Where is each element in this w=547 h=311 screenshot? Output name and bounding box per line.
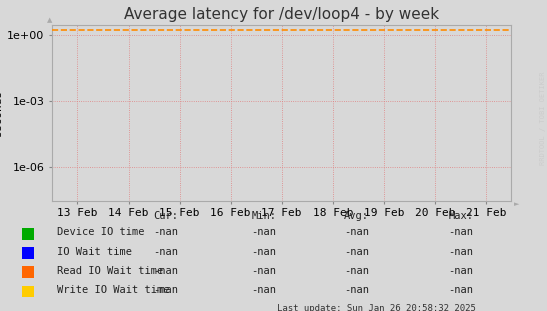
Text: ►: ► xyxy=(514,201,520,207)
Text: -nan: -nan xyxy=(251,227,276,237)
Text: -nan: -nan xyxy=(153,247,178,257)
Text: -nan: -nan xyxy=(153,227,178,237)
Text: -nan: -nan xyxy=(344,285,369,295)
Text: -nan: -nan xyxy=(251,247,276,257)
Text: Last update: Sun Jan 26 20:58:32 2025: Last update: Sun Jan 26 20:58:32 2025 xyxy=(277,304,476,311)
Text: Min:: Min: xyxy=(251,211,276,221)
Text: -nan: -nan xyxy=(448,266,473,276)
Text: -nan: -nan xyxy=(344,266,369,276)
Text: RRDTOOL / TOBI OETIKER: RRDTOOL / TOBI OETIKER xyxy=(540,72,546,165)
Text: -nan: -nan xyxy=(448,285,473,295)
Text: Cur:: Cur: xyxy=(153,211,178,221)
Text: Read IO Wait time: Read IO Wait time xyxy=(57,266,164,276)
Text: -nan: -nan xyxy=(153,266,178,276)
Text: Avg:: Avg: xyxy=(344,211,369,221)
Text: -nan: -nan xyxy=(344,227,369,237)
Text: ▲: ▲ xyxy=(46,17,52,23)
Text: -nan: -nan xyxy=(448,227,473,237)
Text: Write IO Wait time: Write IO Wait time xyxy=(57,285,170,295)
Text: IO Wait time: IO Wait time xyxy=(57,247,132,257)
Text: Device IO time: Device IO time xyxy=(57,227,145,237)
Text: -nan: -nan xyxy=(153,285,178,295)
Text: -nan: -nan xyxy=(448,247,473,257)
Text: -nan: -nan xyxy=(251,285,276,295)
Text: -nan: -nan xyxy=(344,247,369,257)
Text: -nan: -nan xyxy=(251,266,276,276)
Y-axis label: seconds: seconds xyxy=(0,89,3,136)
Title: Average latency for /dev/loop4 - by week: Average latency for /dev/loop4 - by week xyxy=(124,7,439,22)
Text: Max:: Max: xyxy=(448,211,473,221)
